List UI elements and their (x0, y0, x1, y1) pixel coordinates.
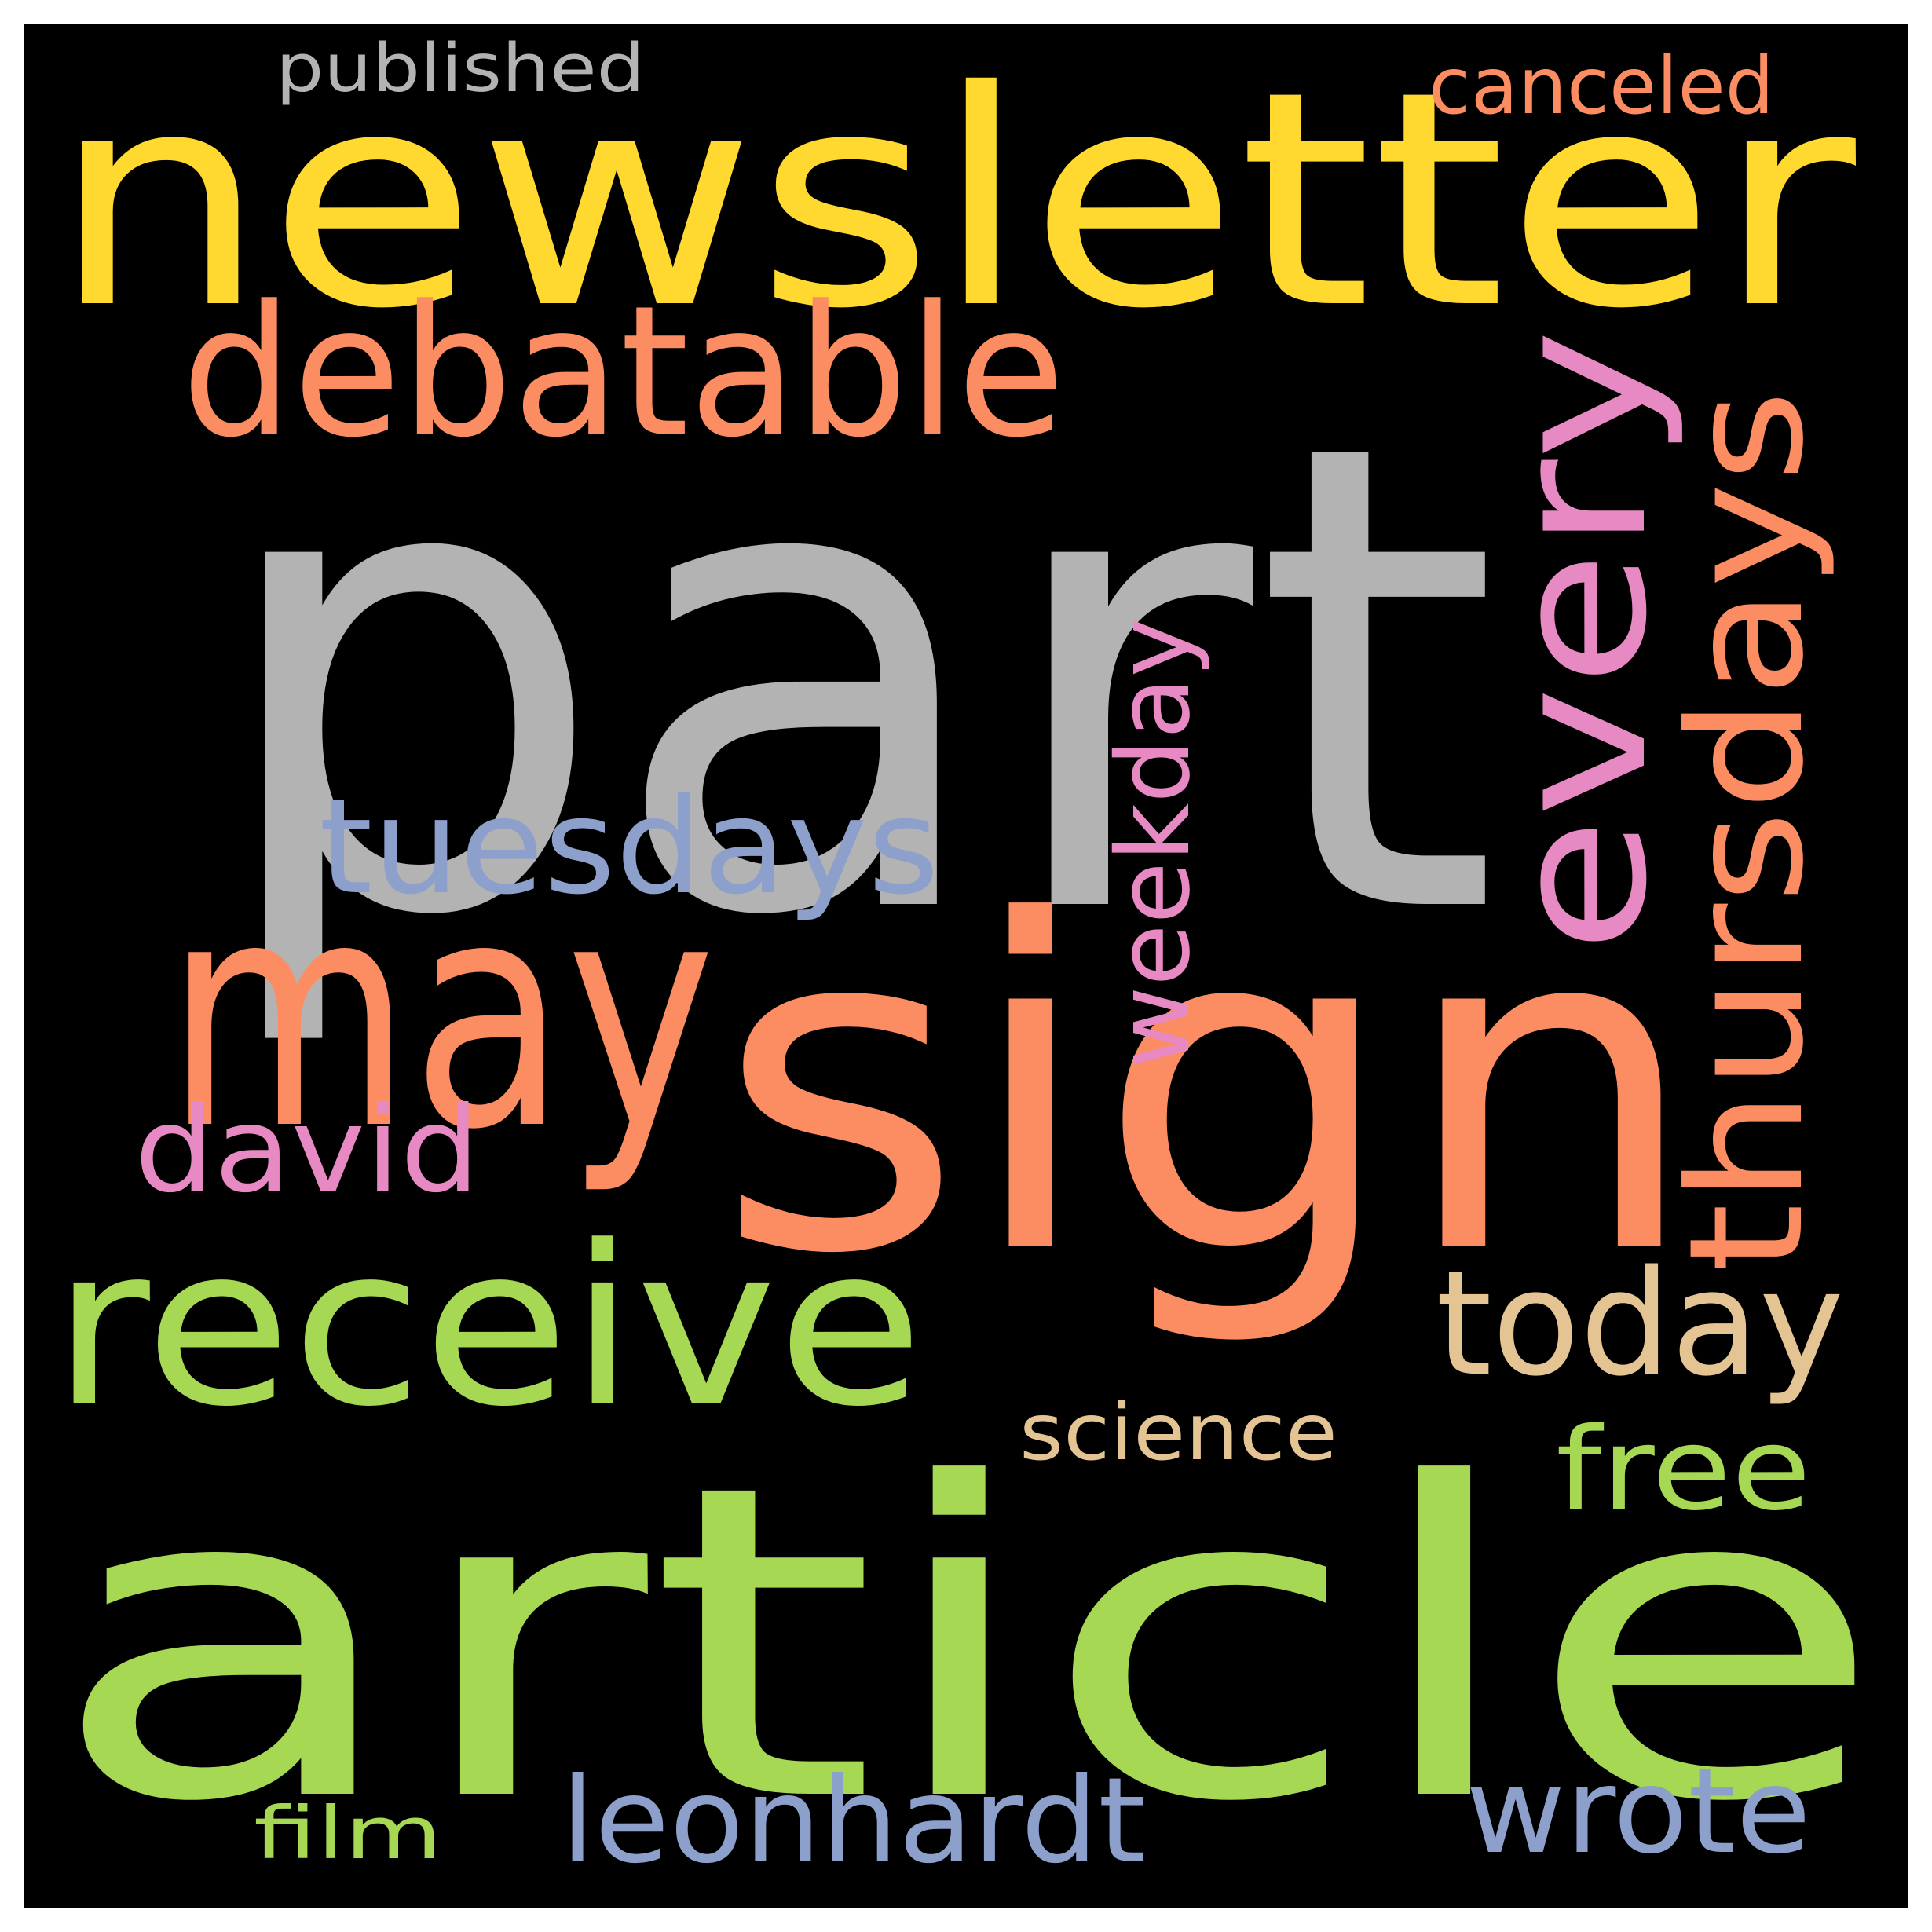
word-article: article (48, 1392, 1886, 1896)
word-sign: sign (715, 826, 1701, 1352)
word-part: part (208, 307, 1500, 1056)
word-published: published (276, 30, 645, 108)
word-cloud-svg: part newsletter sign article may debatab… (48, 28, 1886, 1896)
word-today: today (1436, 1239, 1844, 1408)
word-david: david (134, 1082, 480, 1219)
word-tuesdays: tuesdays (319, 770, 939, 924)
word-free: free (1556, 1403, 1811, 1536)
word-thursdays: thursdays (1656, 390, 1839, 1273)
word-receive: receive (52, 1199, 924, 1455)
word-every: every (1473, 329, 1688, 953)
word-film: film (254, 1791, 442, 1875)
word-science: science (1019, 1386, 1337, 1478)
word-weekday: weekday (1096, 617, 1213, 1069)
word-canceled: canceled (1429, 40, 1774, 132)
word-cloud-canvas: part newsletter sign article may debatab… (24, 24, 1908, 1908)
word-newsletter: newsletter (51, 28, 1860, 374)
word-debatable: debatable (181, 268, 1065, 478)
word-may: may (166, 833, 715, 1198)
word-wrote: wrote (1465, 1744, 1811, 1880)
word-leonhardt: leonhardt (561, 1753, 1146, 1890)
